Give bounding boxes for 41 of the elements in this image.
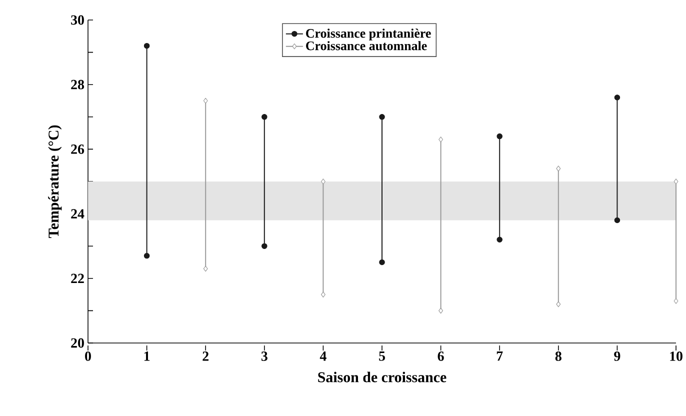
point — [203, 98, 208, 104]
y-tick-label: 28 — [71, 80, 84, 90]
point — [379, 259, 385, 266]
point — [674, 178, 678, 184]
legend-label: Croissance printanière — [306, 28, 431, 40]
x-axis-title: Saison de croissance — [318, 372, 446, 382]
legend-label: Croissance automnale — [306, 41, 427, 50]
point — [379, 114, 385, 120]
point — [556, 166, 561, 172]
x-tick-label: 7 — [496, 352, 503, 361]
point — [496, 133, 502, 140]
point — [496, 236, 502, 243]
point — [144, 252, 150, 259]
point — [203, 266, 208, 272]
point — [674, 298, 678, 304]
x-tick-label: 5 — [379, 352, 385, 361]
point — [320, 178, 326, 184]
point — [262, 114, 268, 120]
point — [262, 243, 268, 249]
point — [556, 301, 561, 308]
y-axis-title: Température (°C) — [48, 125, 62, 238]
x-tick-label: 10 — [670, 352, 682, 361]
y-tick-label: 20 — [71, 338, 84, 348]
x-tick-label: 3 — [261, 352, 268, 361]
x-tick-label: 0 — [85, 352, 91, 361]
point — [144, 42, 150, 49]
x-tick-label: 6 — [438, 352, 444, 361]
y-tick-label: 22 — [71, 274, 84, 284]
x-tick-label: 2 — [202, 352, 208, 361]
point — [320, 292, 326, 298]
x-tick-label: 9 — [614, 352, 620, 361]
x-tick-label: 1 — [144, 352, 150, 361]
x-tick-label: 8 — [555, 352, 562, 361]
y-tick-label: 26 — [71, 144, 84, 154]
point — [438, 136, 444, 142]
point — [614, 94, 620, 100]
y-tick-label: 24 — [71, 209, 84, 218]
point — [614, 217, 620, 224]
y-tick-label: 30 — [71, 15, 84, 25]
x-tick-label: 4 — [320, 352, 326, 361]
point — [438, 308, 444, 314]
